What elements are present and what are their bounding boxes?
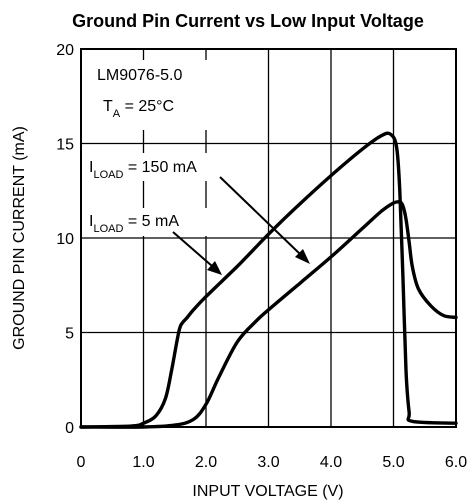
y-axis-label: GROUND PIN CURRENT (mA) — [11, 126, 28, 350]
series-5ma-curve — [79, 200, 458, 429]
temperature-symbol: T — [103, 98, 113, 115]
device-label: LM9076-5.0 — [97, 67, 182, 84]
series-150ma-pointer-line — [219, 176, 301, 255]
x-tick-label: 1.0 — [132, 454, 154, 471]
plot-frame — [80, 48, 457, 428]
curves-layer — [79, 131, 458, 429]
series-5ma-symbol: I — [89, 213, 93, 230]
series-150ma-symbol: I — [89, 159, 93, 176]
device-annotation: LM9076-5.0 TA = 25°C — [94, 60, 224, 130]
chart-title: Ground Pin Current vs Low Input Voltage — [72, 11, 424, 31]
x-tick-label: 3.0 — [257, 454, 279, 471]
series-150ma-arrowhead — [295, 249, 310, 264]
x-tick-label: 6.0 — [445, 454, 467, 471]
x-axis-label: INPUT VOLTAGE (V) — [192, 483, 343, 500]
series-150ma-subscript: LOAD — [93, 169, 123, 181]
series-150ma-label: ILOAD = 150 mA — [89, 159, 197, 181]
temperature-value: = 25°C — [120, 98, 174, 115]
x-tick-label: 4.0 — [320, 454, 342, 471]
y-tick-label: 20 — [56, 42, 74, 59]
x-tick-label: 5.0 — [382, 454, 404, 471]
y-tick-label: 10 — [56, 231, 74, 248]
series-5ma-label: ILOAD = 5 mA — [89, 213, 179, 235]
series-150ma-curve — [79, 131, 458, 429]
series-5ma-annotation: ILOAD = 5 mA — [85, 208, 222, 275]
x-tick-label: 0 — [77, 454, 86, 471]
series-5ma-arrowhead — [207, 261, 222, 275]
temperature-label: TA = 25°C — [103, 98, 174, 120]
series-150ma-value: = 150 mA — [123, 159, 197, 176]
x-tick-label: 2.0 — [195, 454, 217, 471]
x-axis-ticks: 0 1.0 2.0 3.0 4.0 5.0 6.0 — [77, 454, 468, 471]
annotation-background — [94, 60, 224, 130]
series-150ma-label-background — [85, 153, 220, 181]
y-axis-ticks: 0 5 10 15 20 — [56, 42, 74, 437]
temperature-subscript: A — [113, 108, 121, 120]
series-5ma-subscript: LOAD — [93, 223, 123, 235]
series-5ma-label-background — [85, 208, 207, 236]
series-5ma-pointer-line — [172, 231, 213, 267]
y-tick-label: 5 — [65, 326, 74, 343]
series-5ma-value: = 5 mA — [123, 213, 179, 230]
series-150ma-annotation: ILOAD = 150 mA — [85, 153, 310, 264]
y-tick-label: 0 — [65, 420, 74, 437]
y-tick-label: 15 — [56, 137, 74, 154]
